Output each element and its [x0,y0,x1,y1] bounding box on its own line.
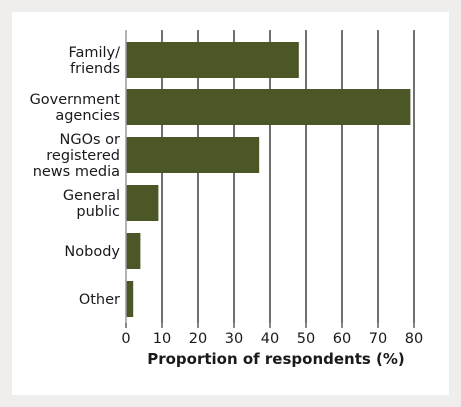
x-tick-label: 0 [121,331,130,347]
category-label: General public [63,188,120,220]
bar [126,42,299,78]
category-label-line: Nobody [64,244,120,260]
category-label-line: NGOs or [60,132,121,148]
x-tick-label: 50 [297,331,315,347]
bar [126,89,411,125]
category-label-line: news media [33,164,120,180]
x-tick-label: 30 [225,331,243,347]
category-label-line: General [63,188,120,204]
x-tick-label: 40 [261,331,279,347]
bar [126,281,134,317]
category-label-line: agencies [55,108,120,124]
x-tick-label: 60 [333,331,351,347]
x-axis-title: Proportion of respondents (%) [147,350,405,368]
category-label: Other [79,292,120,308]
category-label: Family/friends [68,45,120,77]
category-label-line: friends [70,61,120,77]
category-label: NGOs or registered news media [33,132,120,180]
category-label: Nobody [64,244,120,260]
x-tick-label: 80 [405,331,423,347]
category-label: Government agencies [30,92,121,124]
category-label-line: Other [79,292,120,308]
category-label-line: Family/ [68,45,120,61]
x-tick-label: 20 [189,331,207,347]
category-label-line: Government [30,92,121,108]
bar [126,233,141,269]
bar [126,137,260,173]
bar [126,185,159,221]
category-label-line: public [76,204,120,220]
x-tick-label: 70 [369,331,387,347]
x-tick-label: 10 [153,331,171,347]
category-label-line: registered [46,148,120,164]
